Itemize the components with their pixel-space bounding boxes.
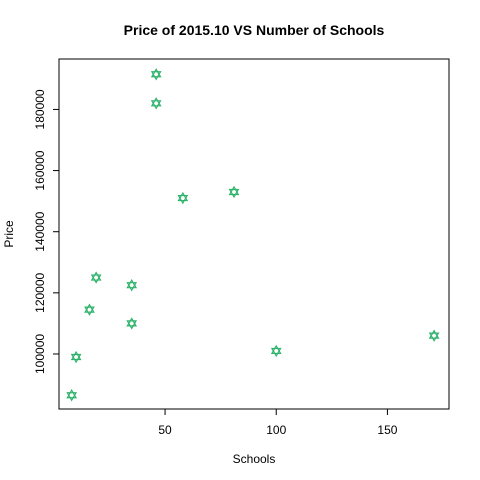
data-point — [126, 317, 138, 330]
y-tick-label: 100000 — [33, 334, 47, 374]
data-point — [70, 350, 82, 364]
y-tick-label: 120000 — [33, 272, 47, 312]
y-tick-label: 160000 — [33, 150, 47, 190]
data-point — [228, 185, 240, 199]
y-tick-label: 180000 — [33, 89, 47, 129]
y-axis-label: Price — [2, 220, 16, 248]
x-tick-label: 50 — [158, 423, 172, 437]
data-point — [126, 279, 138, 292]
data-point — [84, 303, 95, 316]
data-point — [150, 97, 162, 110]
x-axis: 50 100 150 — [158, 409, 398, 437]
data-points — [66, 68, 440, 402]
x-tick-label: 150 — [377, 423, 397, 437]
data-point — [66, 389, 78, 402]
x-axis-label: Schools — [233, 452, 276, 466]
y-tick-label: 140000 — [33, 211, 47, 251]
data-point — [90, 271, 102, 284]
chart-title: Price of 2015.10 VS Number of Schools — [124, 22, 385, 38]
x-tick-label: 100 — [266, 423, 286, 437]
data-point — [270, 344, 282, 358]
plot-frame — [58, 58, 450, 410]
data-point — [428, 329, 440, 342]
data-point — [177, 191, 189, 205]
y-axis: 100000 120000 140000 160000 180000 — [33, 89, 59, 374]
data-point — [150, 68, 162, 81]
